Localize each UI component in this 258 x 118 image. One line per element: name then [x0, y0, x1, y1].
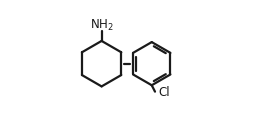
Text: Cl: Cl: [158, 86, 170, 99]
Text: NH$_2$: NH$_2$: [90, 18, 114, 33]
